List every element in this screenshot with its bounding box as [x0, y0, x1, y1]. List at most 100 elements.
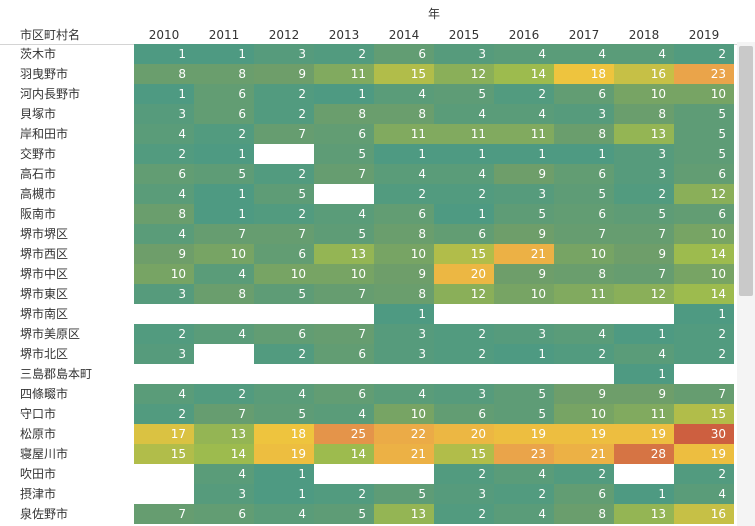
cell-value-label: 20 [471, 267, 486, 281]
cell-value-label: 8 [418, 227, 426, 241]
heatmap-cell [134, 164, 194, 184]
cell-value-label: 22 [411, 427, 426, 441]
cell-value-label: 19 [531, 427, 546, 441]
cell-value-label: 9 [598, 387, 606, 401]
year-label: 2011 [209, 28, 240, 42]
cell-value-label: 1 [538, 347, 546, 361]
cell-value-label: 6 [478, 407, 486, 421]
cell-value-label: 2 [538, 487, 546, 501]
heatmap-cell [614, 284, 674, 304]
cell-value-label: 10 [231, 247, 246, 261]
cell-value-label: 2 [478, 327, 486, 341]
cell-value-label: 3 [238, 487, 246, 501]
cell-value-label: 8 [178, 67, 186, 81]
row-label: 堺市東区 [20, 286, 68, 301]
heatmap-cell [554, 484, 614, 504]
cell-value-label: 3 [178, 347, 186, 361]
cell-value-label: 5 [358, 227, 366, 241]
heatmap-cell [374, 164, 434, 184]
heatmap-cell [554, 384, 614, 404]
year-label: 2010 [149, 28, 180, 42]
cell-value-label: 11 [651, 407, 666, 421]
cell-value-label: 12 [471, 287, 486, 301]
heatmap-cell [554, 424, 614, 444]
heatmap-cell [554, 204, 614, 224]
heatmap-cell [194, 484, 254, 504]
heatmap-cell [254, 104, 314, 124]
cell-value-label: 28 [651, 447, 666, 461]
cell-value-label: 2 [298, 107, 306, 121]
cell-value-label: 8 [418, 287, 426, 301]
cell-value-label: 13 [651, 507, 666, 521]
heatmap-cell [494, 424, 554, 444]
cell-value-label: 8 [178, 207, 186, 221]
heatmap-cell [134, 384, 194, 404]
cell-value-label: 4 [718, 487, 726, 501]
cell-value-label: 2 [718, 467, 726, 481]
heatmap-cell [554, 504, 614, 524]
heatmap-cell [374, 284, 434, 304]
heatmap-cell [254, 184, 314, 204]
scrollbar-thumb[interactable] [739, 46, 753, 296]
heatmap-cell [434, 244, 494, 264]
heatmap-cell [374, 44, 434, 64]
heatmap-cell [194, 184, 254, 204]
heatmap-cell [254, 344, 314, 364]
heatmap-cell [134, 424, 194, 444]
heatmap-cell [374, 244, 434, 264]
cell-value-label: 8 [418, 107, 426, 121]
cell-value-label: 4 [538, 47, 546, 61]
heatmap-cell [374, 484, 434, 504]
cell-value-label: 1 [298, 487, 306, 501]
cell-value-label: 1 [658, 487, 666, 501]
cell-value-label: 14 [351, 447, 366, 461]
heatmap-cell [434, 384, 494, 404]
cell-value-label: 10 [711, 227, 726, 241]
cell-value-label: 23 [531, 447, 546, 461]
cell-value-label: 3 [478, 487, 486, 501]
heatmap-cell [194, 464, 254, 484]
cell-value-label: 4 [238, 467, 246, 481]
cell-value-label: 6 [478, 227, 486, 241]
cell-value-label: 5 [478, 87, 486, 101]
cell-value-label: 3 [598, 107, 606, 121]
heatmap-cell [674, 464, 734, 484]
cell-value-label: 4 [598, 47, 606, 61]
cell-value-label: 1 [478, 207, 486, 221]
heatmap-cell [194, 244, 254, 264]
heatmap-cell [554, 104, 614, 124]
cell-value-label: 4 [298, 507, 306, 521]
cell-value-label: 4 [418, 387, 426, 401]
cell-value-label: 7 [658, 267, 666, 281]
cell-value-label: 2 [478, 347, 486, 361]
cell-value-label: 4 [658, 47, 666, 61]
heatmap-cell [254, 444, 314, 464]
cell-value-label: 2 [478, 507, 486, 521]
cell-value-label: 9 [538, 227, 546, 241]
heatmap-cell [614, 344, 674, 364]
heatmap-cell [194, 224, 254, 244]
heatmap-cell [494, 464, 554, 484]
cell-value-label: 2 [298, 167, 306, 181]
heatmap-cell [134, 244, 194, 264]
heatmap-cell [434, 204, 494, 224]
cell-value-label: 19 [591, 427, 606, 441]
cell-value-label: 5 [298, 287, 306, 301]
cell-value-label: 3 [658, 167, 666, 181]
cell-value-label: 1 [358, 87, 366, 101]
heatmap-cell [554, 64, 614, 84]
cell-value-label: 1 [298, 467, 306, 481]
row-label: 堺市北区 [20, 346, 68, 361]
heatmap-cell [614, 64, 674, 84]
heatmap-cell [494, 144, 554, 164]
heatmap-cell [314, 104, 374, 124]
row-label: 高石市 [20, 166, 56, 181]
heatmap-cell [614, 44, 674, 64]
heatmap-cell [614, 384, 674, 404]
heatmap-cell [314, 84, 374, 104]
heatmap-cell [554, 184, 614, 204]
heatmap-cell [434, 264, 494, 284]
heatmap-cell [134, 284, 194, 304]
cell-value-label: 4 [178, 127, 186, 141]
heatmap-cell [434, 404, 494, 424]
